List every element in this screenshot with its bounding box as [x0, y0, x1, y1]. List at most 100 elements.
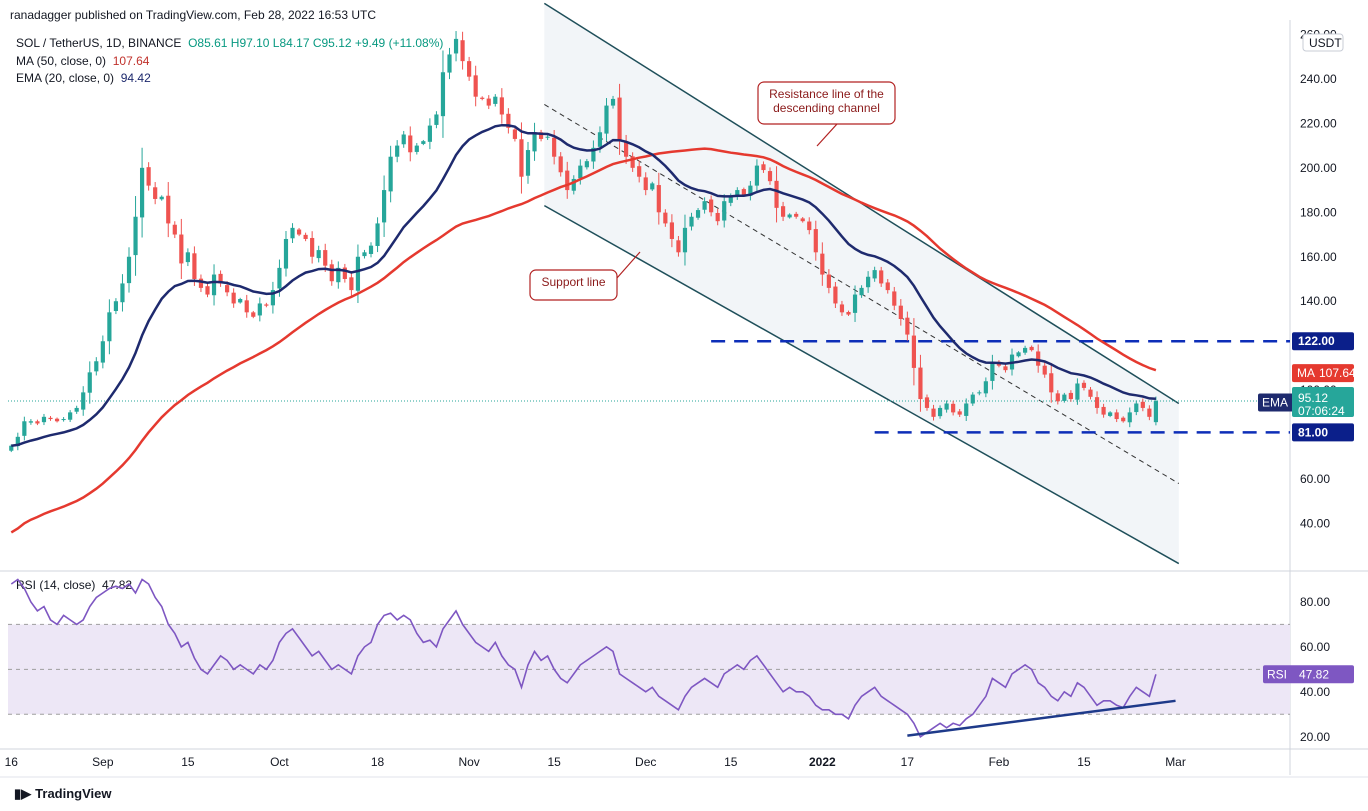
ema20-line: [11, 123, 1156, 447]
legend-symbol[interactable]: SOL / TetherUS, 1D, BINANCE: [16, 36, 182, 50]
ma-tag-bg: [1292, 364, 1354, 383]
candle-body: [846, 312, 851, 315]
candle-body: [493, 96, 498, 104]
candle-body: [1042, 365, 1047, 375]
candle-body: [643, 177, 648, 191]
candle-body: [617, 97, 622, 142]
candle-body: [591, 147, 596, 162]
candle-body: [715, 212, 720, 222]
legend-rsi-label[interactable]: RSI (14, close): [16, 578, 96, 592]
footer-brand-text: TradingView: [35, 786, 112, 801]
candle-body: [198, 278, 204, 288]
rsi-tag-value: 47.82: [1299, 667, 1329, 681]
candle-body: [787, 214, 792, 218]
currency-badge-bg: [1302, 33, 1344, 52]
candle-body: [290, 227, 295, 239]
candle-body: [185, 252, 190, 263]
candle-body: [401, 134, 406, 145]
callout-resistance-box: [757, 81, 896, 125]
candle-body: [9, 445, 14, 451]
candle-body: [728, 196, 733, 203]
candle-body: [473, 75, 478, 97]
price-tick-label: 40.00: [1300, 517, 1330, 531]
candle-body: [924, 397, 930, 408]
candle-body: [310, 237, 315, 257]
candle-body: [709, 199, 714, 213]
candle-body: [983, 381, 988, 394]
time-tick-label: Mar: [1165, 755, 1186, 769]
price-tick-label: 140.00: [1300, 294, 1337, 308]
candle-body: [35, 421, 40, 424]
candle-body: [748, 185, 753, 196]
candles-group: [9, 31, 1159, 453]
candle-body: [296, 229, 302, 235]
candle-body: [905, 317, 910, 335]
candle-body: [624, 142, 629, 157]
candle-body: [918, 367, 923, 400]
price-tick-label: 180.00: [1300, 205, 1337, 219]
callout-resistance-text: descending channel: [773, 101, 880, 115]
candle-body: [774, 180, 779, 208]
candle-body: [826, 274, 831, 288]
callout-support-pointer: [616, 251, 641, 279]
legend-ema-label[interactable]: EMA (20, close, 0): [16, 71, 115, 85]
footer-brand[interactable]: ▮▶ TradingView: [14, 786, 112, 802]
candle-body: [375, 223, 380, 246]
candle-body: [813, 229, 818, 253]
time-tick-label: 15: [724, 755, 738, 769]
candle-body: [336, 267, 341, 283]
candle-body: [571, 178, 576, 191]
candle-body: [68, 412, 73, 420]
callout-support-text: Support line: [541, 275, 605, 289]
candle-body: [630, 156, 635, 168]
candle-body: [159, 196, 164, 200]
legend-ma-label[interactable]: MA (50, close, 0): [16, 54, 107, 68]
candle-body: [192, 253, 197, 279]
candle-body: [872, 270, 877, 279]
candle-body: [166, 195, 171, 224]
candle-body: [1088, 389, 1093, 397]
channel-support-line: [543, 204, 1180, 565]
candle-body: [126, 256, 132, 284]
price-tick-label: 240.00: [1300, 72, 1337, 86]
candle-body: [552, 137, 557, 157]
candle-body: [94, 361, 99, 372]
ma-tag-value: 107.64: [1319, 366, 1356, 380]
candle-body: [1062, 394, 1067, 401]
time-tick-label: 16: [5, 755, 19, 769]
candle-body: [434, 114, 439, 125]
candle-body: [153, 187, 158, 199]
candle-body: [1036, 351, 1041, 366]
candle-body: [610, 98, 616, 106]
level-tag-81: 81.00: [1298, 425, 1328, 439]
candle-body: [519, 139, 524, 177]
candle-body: [1003, 366, 1008, 371]
candle-body: [1147, 408, 1152, 417]
candle-body: [244, 300, 249, 313]
candle-body: [1068, 392, 1073, 400]
candle-body: [597, 132, 603, 147]
currency-badge-label: USDT: [1309, 36, 1342, 50]
candle-body: [892, 291, 897, 306]
candle-body: [780, 206, 786, 217]
candle-body: [761, 164, 766, 171]
candle-body: [172, 224, 177, 235]
candle-body: [898, 305, 903, 320]
time-tick-label: 15: [181, 755, 195, 769]
candle-body: [211, 274, 217, 296]
candle-body: [480, 97, 485, 99]
candle-body: [820, 253, 825, 275]
candle-body: [506, 113, 511, 128]
candle-body: [316, 250, 321, 259]
legend-ma-row: MA (50, close, 0) 107.64: [16, 54, 149, 68]
candle-body: [676, 240, 681, 253]
candle-body: [1114, 412, 1119, 420]
candle-body: [205, 286, 210, 295]
candle-body: [133, 216, 138, 256]
candle-body: [1101, 406, 1106, 415]
ma50-line: [10, 147, 1157, 534]
candle-body: [139, 167, 145, 218]
rsi-line: [10, 578, 1157, 738]
candle-body: [650, 183, 655, 190]
